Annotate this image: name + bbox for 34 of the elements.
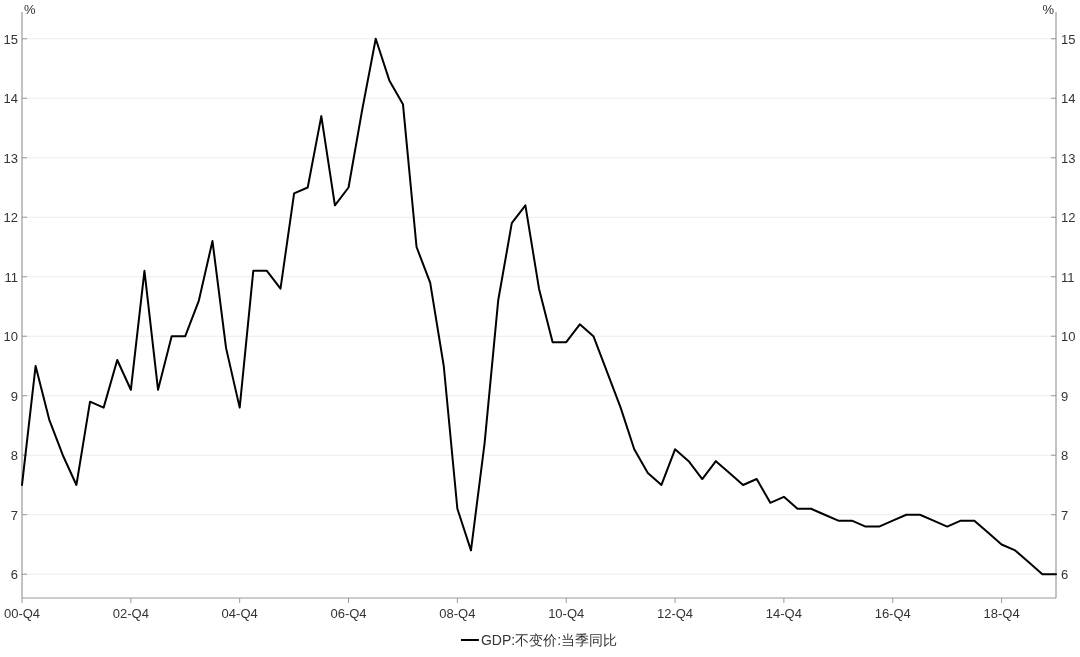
y2-tick-label: 8 — [1061, 448, 1069, 464]
x-tick-label: 00-Q4 — [3, 606, 41, 621]
y-tick-label: 10 — [3, 329, 18, 345]
legend-label: GDP:不变价:当季同比 — [480, 632, 618, 648]
y-axis-title: % — [24, 2, 36, 17]
x-tick-label: 08-Q4 — [439, 606, 476, 621]
y-tick-label: 6 — [10, 567, 18, 583]
x-tick-label: 16-Q4 — [874, 606, 911, 621]
y2-tick-label: 14 — [1061, 91, 1076, 107]
line-series — [21, 37, 1057, 576]
x-tick-label: 18-Q4 — [983, 606, 1020, 621]
y-tick-label: 15 — [3, 31, 18, 47]
y-tick-label: 7 — [10, 507, 18, 523]
y2-tick-label: 12 — [1061, 210, 1076, 226]
x-tick-label: 14-Q4 — [765, 606, 802, 621]
y-tick-label: 8 — [10, 448, 18, 464]
y2-tick-label: 7 — [1061, 507, 1069, 523]
x-tick-label: 12-Q4 — [656, 606, 694, 621]
y-tick-label: 12 — [3, 210, 18, 226]
y2-tick-label: 10 — [1061, 329, 1076, 345]
x-tick-label: 02-Q4 — [112, 606, 149, 621]
x-tick-label: 04-Q4 — [221, 606, 258, 621]
x-tick-label: 10-Q4 — [548, 606, 585, 621]
y2-axis-title: % — [1042, 2, 1055, 17]
y2-tick-label: 13 — [1061, 150, 1076, 166]
y-tick-label: 11 — [4, 269, 18, 285]
x-tick-label: 06-Q4 — [330, 606, 367, 621]
y-tick-label: 13 — [3, 150, 18, 166]
y-tick-label: 9 — [10, 388, 18, 404]
y2-tick-label: 9 — [1061, 388, 1069, 404]
y2-tick-label: 11 — [1061, 269, 1075, 285]
y-tick-label: 14 — [3, 91, 18, 107]
y2-tick-label: 6 — [1061, 567, 1069, 583]
y2-tick-label: 15 — [1061, 31, 1076, 47]
